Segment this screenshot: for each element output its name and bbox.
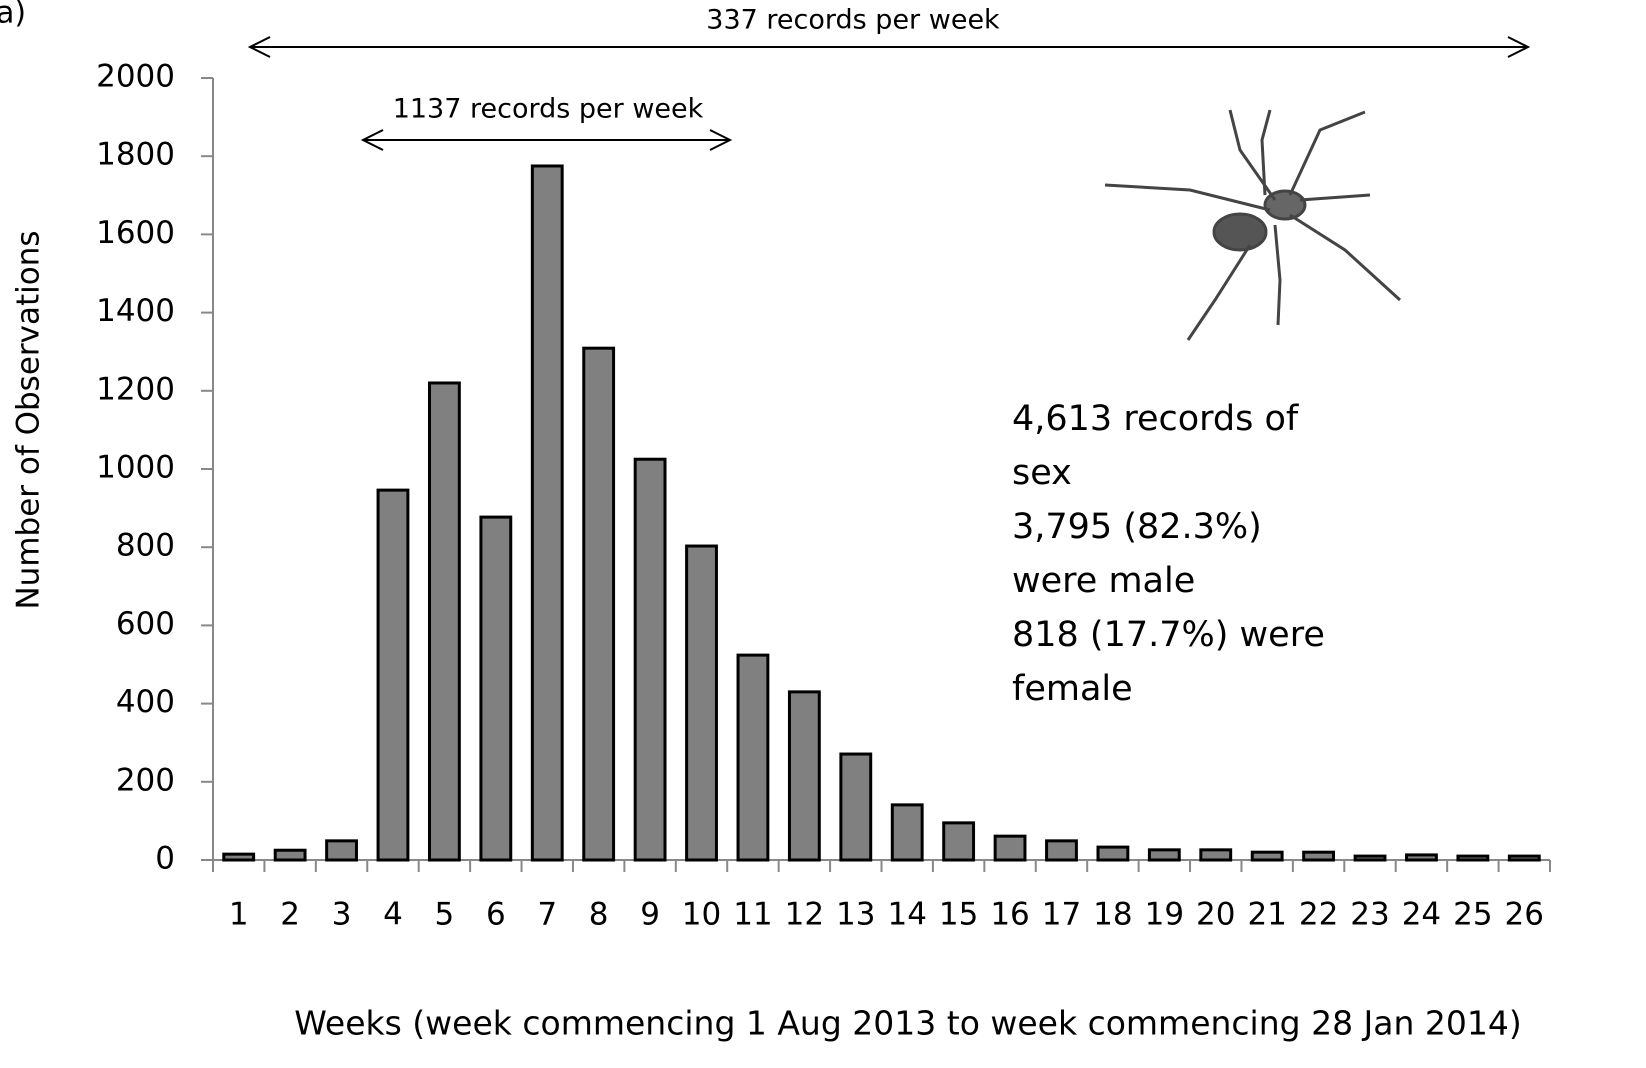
y-tick-label: 0	[155, 841, 175, 877]
note-line: female	[1012, 669, 1133, 709]
y-tick-label: 1800	[96, 137, 175, 173]
bar	[942, 821, 976, 862]
arrow-head	[247, 36, 271, 58]
bar	[1045, 839, 1078, 862]
y-tick-label: 1400	[96, 293, 175, 329]
arrow-head	[360, 129, 384, 151]
bar	[325, 839, 358, 862]
bar	[1096, 845, 1130, 862]
x-tick-label: 16	[990, 897, 1029, 933]
x-tick-label: 8	[589, 897, 609, 933]
arrow-head	[709, 129, 733, 151]
bar	[479, 515, 513, 862]
x-tick-label: 2	[280, 897, 300, 933]
y-tick-label: 400	[116, 684, 175, 720]
note-line: 3,795 (82.3%)	[1012, 507, 1262, 547]
note-line: 4,613 records of	[1012, 399, 1299, 439]
x-tick-label: 11	[733, 897, 772, 933]
x-tick-label: 19	[1145, 897, 1184, 933]
y-tick-label: 2000	[96, 59, 175, 95]
x-tick-label: 1	[229, 897, 249, 933]
bar	[1507, 854, 1541, 862]
bar	[787, 690, 821, 862]
x-tick-label: 12	[785, 897, 824, 933]
x-tick-label: 20	[1196, 897, 1235, 933]
x-tick-label: 25	[1453, 897, 1492, 933]
arrow-head	[1507, 36, 1531, 58]
annotation: 337 records per week	[706, 5, 1000, 36]
bar	[993, 834, 1027, 862]
annotation: 1137 records per week	[393, 94, 704, 125]
y-tick-label: 800	[116, 528, 175, 564]
bar	[1405, 853, 1438, 862]
bar	[736, 653, 770, 862]
bar	[582, 346, 616, 862]
bar	[1456, 854, 1490, 862]
x-tick-label: 6	[486, 897, 506, 933]
x-tick-label: 26	[1505, 897, 1544, 933]
bar	[1147, 848, 1181, 862]
bar	[890, 803, 924, 862]
bar	[427, 381, 461, 862]
x-tick-label: 13	[836, 897, 875, 933]
bar	[1250, 850, 1284, 862]
y-tick-label: 1200	[96, 371, 175, 407]
x-tick-label: 18	[1093, 897, 1132, 933]
note-line: 818 (17.7%) were	[1012, 615, 1325, 655]
x-tick-label: 3	[332, 897, 352, 933]
x-tick-label: 9	[640, 897, 660, 933]
spider-illustration	[1104, 109, 1402, 341]
x-tick-label: 4	[383, 897, 403, 933]
y-tick-label: 200	[116, 762, 175, 798]
x-tick-label: 10	[682, 897, 721, 933]
bar	[530, 164, 564, 862]
x-tick-label: 5	[435, 897, 455, 933]
y-tick-label: 1000	[96, 450, 175, 486]
y-tick-label: 1600	[96, 215, 175, 251]
bar	[273, 848, 307, 862]
bar	[222, 852, 256, 862]
x-tick-label: 22	[1299, 897, 1338, 933]
bar	[839, 752, 873, 862]
bar	[685, 544, 718, 862]
y-axis-title: Number of Observations	[11, 230, 47, 609]
x-axis-title: Weeks (week commencing 1 Aug 2013 to wee…	[294, 1004, 1522, 1043]
bar	[633, 457, 667, 862]
x-tick-label: 17	[1042, 897, 1081, 933]
bar	[1199, 848, 1233, 862]
panel-label: a)	[0, 0, 26, 31]
x-tick-label: 21	[1247, 897, 1286, 933]
x-tick-label: 7	[537, 897, 557, 933]
x-tick-label: 24	[1402, 897, 1441, 933]
x-tick-label: 15	[939, 897, 978, 933]
x-tick-label: 23	[1350, 897, 1389, 933]
note-line: were male	[1012, 561, 1195, 601]
note-line: sex	[1012, 453, 1072, 493]
bar	[1302, 850, 1336, 862]
bar	[1353, 854, 1387, 862]
bar	[376, 488, 410, 862]
y-tick-label: 600	[116, 606, 175, 642]
x-tick-label: 14	[887, 897, 926, 933]
